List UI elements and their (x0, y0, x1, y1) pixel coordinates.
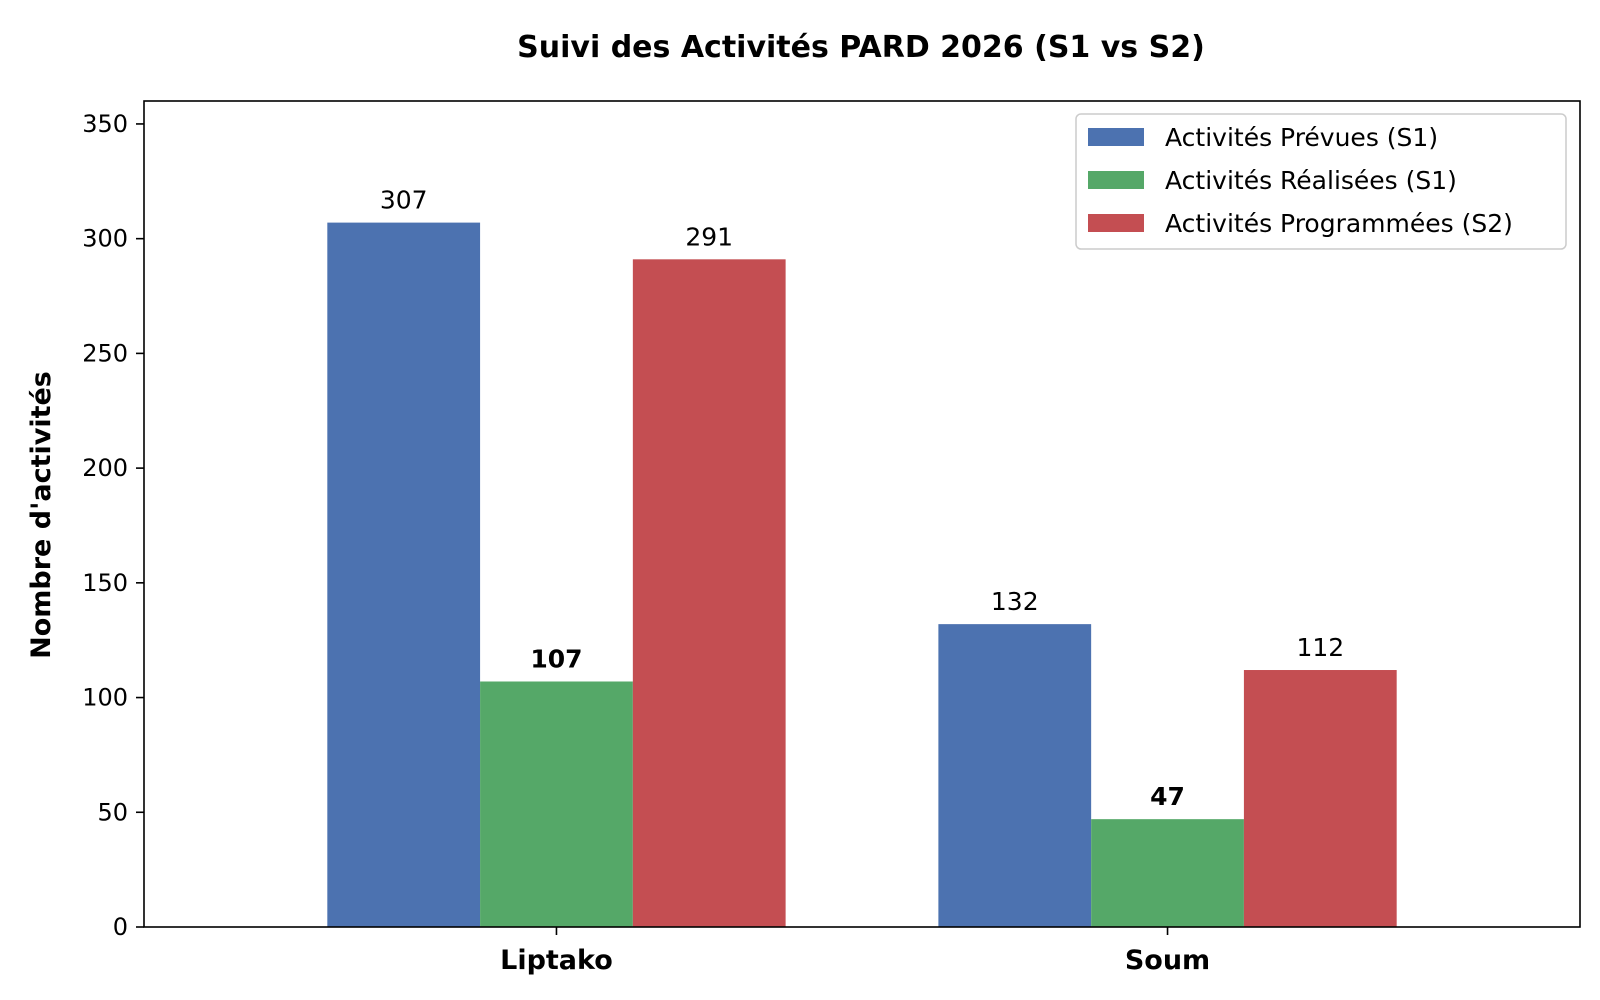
legend-swatch-series-1 (1088, 128, 1144, 146)
y-tick-label: 350 (82, 110, 128, 138)
legend-label-series-2: Activités Réalisées (S1) (1165, 166, 1457, 195)
legend-swatch-series-2 (1088, 171, 1144, 189)
y-tick-label: 100 (82, 684, 128, 712)
bar-liptako-series-1 (327, 222, 481, 927)
bar-soum-series-3 (1243, 670, 1397, 927)
y-tick-label: 0 (113, 913, 128, 941)
bars-group (327, 222, 1397, 928)
y-tick-label: 150 (82, 569, 128, 597)
x-axis-ticks: Liptako Soum (500, 927, 1210, 976)
bar-soum-series-1 (938, 624, 1092, 927)
legend-swatch-series-3 (1088, 214, 1144, 232)
data-label-soum-series-2: 47 (1150, 782, 1185, 811)
data-label-soum-series-3: 112 (1296, 633, 1344, 662)
x-tick-label-liptako: Liptako (500, 945, 613, 976)
data-label-liptako-series-3: 291 (685, 222, 733, 251)
legend-box (1075, 113, 1567, 250)
y-tick-label: 200 (82, 454, 128, 482)
plot-frame (143, 100, 1581, 928)
y-tick-label: 250 (82, 339, 128, 367)
legend-label-series-1: Activités Prévues (S1) (1165, 123, 1438, 152)
legend: Activités Prévues (S1) Activités Réalisée… (1075, 113, 1567, 250)
data-label-liptako-series-1: 307 (380, 186, 428, 215)
bar-soum-series-2 (1091, 819, 1244, 927)
y-axis-ticks: 0 50 100 150 200 250 300 350 (82, 110, 144, 941)
data-label-liptako-series-2: 107 (530, 644, 582, 673)
bar-liptako-series-2 (480, 681, 633, 927)
data-labels-group: 307 132 107 47 291 112 (380, 186, 1344, 812)
x-tick-label-soum: Soum (1125, 945, 1210, 976)
legend-label-series-3: Activités Programmées (S2) (1165, 209, 1513, 238)
y-tick-label: 300 (82, 225, 128, 253)
y-axis-label: Nombre d'activités (26, 371, 57, 659)
bar-liptako-series-3 (632, 259, 786, 928)
chart-title: Suivi des Activités PARD 2026 (S1 vs S2) (517, 30, 1205, 65)
data-label-soum-series-1: 132 (991, 587, 1039, 616)
y-tick-label: 50 (97, 798, 128, 826)
